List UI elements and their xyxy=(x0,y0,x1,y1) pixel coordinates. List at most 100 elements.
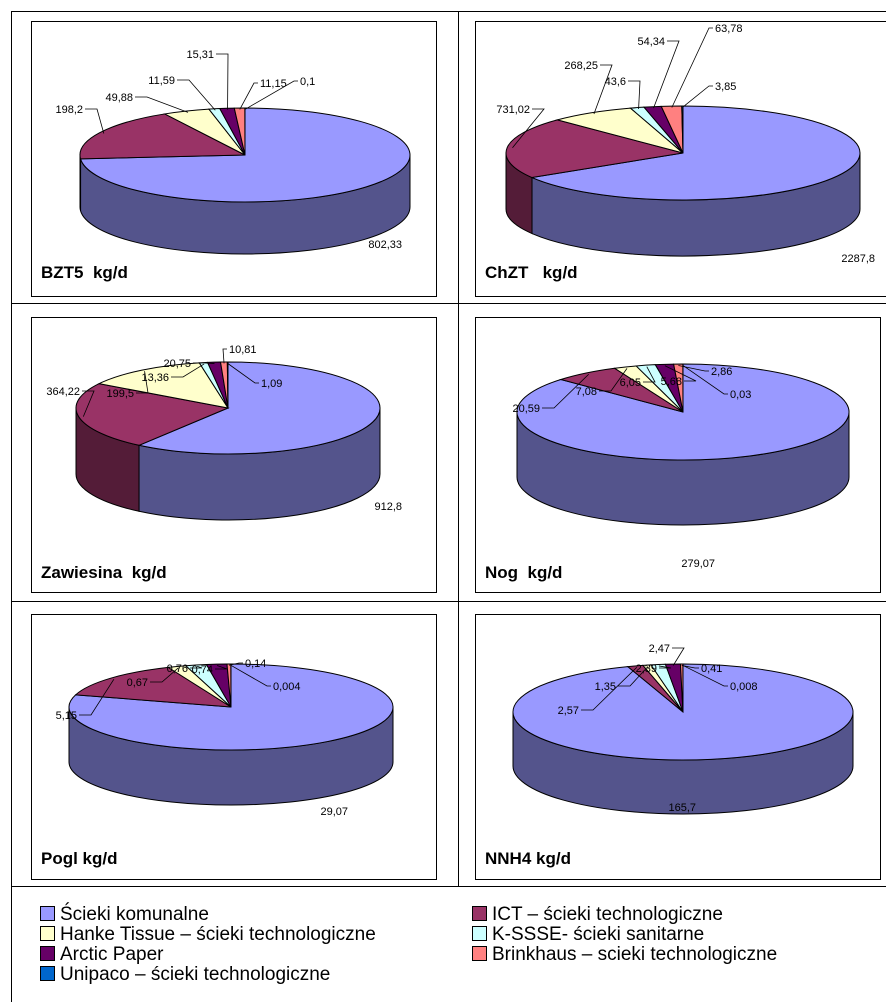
data-label-unipaco: 3,85 xyxy=(715,81,736,93)
leader-line-arctic xyxy=(672,647,685,666)
data-label-hanke: 1,35 xyxy=(595,681,616,693)
data-label-brinkhaus: 11,15 xyxy=(260,78,287,90)
legend-label: Unipaco – ścieki technologiczne xyxy=(60,964,331,985)
legend-item-komunalne: Ścieki komunalne xyxy=(40,904,209,926)
data-label-komunalne: 29,07 xyxy=(320,806,348,818)
pie-chart-3: 279,07 20,59 7,08 6,05 5,68 2,86 0,03 xyxy=(512,363,850,570)
data-label-brinkhaus: 10,81 xyxy=(229,344,257,356)
leader-line-brinkhaus xyxy=(222,348,227,364)
pie-slice-komunalne xyxy=(137,361,381,455)
grid-line-row-2 xyxy=(11,601,886,602)
data-label-ict: 198,2 xyxy=(55,104,83,116)
data-label-brinkhaus: 63,78 xyxy=(715,23,743,35)
data-label-hanke: 268,25 xyxy=(564,60,598,72)
data-label-komunalne: 2287,8 xyxy=(841,253,875,265)
leader-line-ksse xyxy=(628,80,641,109)
pie-slice-unipaco xyxy=(226,361,229,409)
legend-swatch-unipaco xyxy=(40,966,55,981)
data-label-arctic: 54,34 xyxy=(637,36,665,48)
leader-line-ict xyxy=(82,390,95,417)
legend-item-hanke: Hanke Tissue – ścieki technologiczne xyxy=(40,924,376,946)
legend-item-brinkhaus: Brinkhaus – scieki technologiczne xyxy=(472,944,777,966)
legend-item-unipaco: Unipaco – ścieki technologiczne xyxy=(40,964,330,986)
data-label-unipaco: 0,03 xyxy=(730,389,751,401)
pie-slice-ict xyxy=(505,119,684,179)
grid-line-left xyxy=(11,11,12,1002)
leader-line-unipaco xyxy=(682,665,728,687)
chart-title-nog: Nog kg/d xyxy=(485,563,563,582)
leader-line-unipaco xyxy=(682,365,728,395)
legend-swatch-arctic xyxy=(40,946,55,961)
leader-line-brinkhaus xyxy=(678,365,709,372)
data-label-komunalne: 912,8 xyxy=(374,501,402,513)
data-label-hanke: 7,08 xyxy=(576,386,597,398)
leader-line-brinkhaus xyxy=(671,27,713,108)
pie-slice-komunalne xyxy=(530,105,861,201)
legend-swatch-komunalne xyxy=(40,906,55,921)
legend-swatch-brinkhaus xyxy=(472,946,487,961)
data-label-ict: 731,02 xyxy=(496,104,530,116)
leader-line-hanke xyxy=(136,371,149,394)
leader-line-brinkhaus xyxy=(228,662,243,666)
data-label-arctic: 5,68 xyxy=(661,376,682,388)
leader-line-hanke xyxy=(135,96,189,113)
grid-line-top xyxy=(11,11,886,12)
leader-line-unipaco xyxy=(244,80,298,110)
data-label-arctic: 15,31 xyxy=(186,49,214,61)
data-label-hanke: 199,5 xyxy=(106,388,134,400)
pie-chart-4: 29,07 5,15 0,67 0,76 0,74 0,14 0,004 xyxy=(56,658,394,818)
leader-line-ict xyxy=(79,678,115,716)
legend-label: K-SSSE- ścieki sanitarne xyxy=(492,924,705,945)
legend-label: ICT – ścieki technologiczne xyxy=(492,904,723,925)
leader-line-arctic xyxy=(664,365,697,382)
leader-line-hanke xyxy=(599,368,628,392)
data-label-unipaco: 0,004 xyxy=(273,681,301,693)
leader-line-arctic xyxy=(653,40,680,109)
leader-line-arctic xyxy=(215,665,228,670)
leader-line-hanke xyxy=(618,666,649,687)
data-label-komunalne: 802,33 xyxy=(368,239,402,251)
data-label-ict: 364,22 xyxy=(46,386,80,398)
legend-item-ict: ICT – ścieki technologiczne xyxy=(472,904,723,926)
data-label-ict: 5,15 xyxy=(56,710,77,722)
data-label-ksse: 43,6 xyxy=(605,76,626,88)
data-label-ict: 20,59 xyxy=(512,403,540,415)
chart-title-zawiesina: Zawiesina kg/d xyxy=(41,563,167,582)
pie-chart-1: 2287,8 731,02 268,25 43,6 54,34 63,78 3,85 xyxy=(496,23,875,265)
data-label-arctic: 0,74 xyxy=(192,664,213,676)
leader-line-unipaco xyxy=(230,664,271,687)
data-label-brinkhaus: 0,41 xyxy=(701,663,722,675)
leader-line-ksse xyxy=(171,363,205,378)
leader-line-brinkhaus xyxy=(681,665,699,669)
data-label-unipaco: 0,008 xyxy=(730,681,758,693)
data-label-ksse: 11,59 xyxy=(148,75,175,87)
pie-slice-ict xyxy=(75,383,230,446)
data-label-arctic: 20,75 xyxy=(163,358,191,370)
leader-line-ksse xyxy=(190,665,203,669)
pie-side-ict xyxy=(79,154,82,211)
data-label-ksse: 0,76 xyxy=(167,663,188,675)
leader-line-ksse xyxy=(658,665,672,669)
chart-title-nnh4: NNH4 kg/d xyxy=(485,849,571,868)
grid-line-middle xyxy=(458,11,459,886)
leader-line-ict xyxy=(542,373,589,409)
legend-swatch-ict xyxy=(472,906,487,921)
data-label-brinkhaus: 2,86 xyxy=(711,366,732,378)
leader-line-ksse xyxy=(643,366,656,383)
chart-title-bzt5: BZT5 kg/d xyxy=(41,263,128,282)
pie-slice-unipaco xyxy=(681,105,684,154)
data-label-komunalne: 279,07 xyxy=(681,558,715,570)
data-label-ksse: 2,39 xyxy=(636,663,657,675)
data-label-unipaco: 1,09 xyxy=(261,378,282,390)
grid-line-row-1 xyxy=(11,303,886,304)
leader-line-hanke xyxy=(150,667,179,683)
data-label-hanke: 49,88 xyxy=(105,92,133,104)
pie-chart-0: 802,33 198,2 49,88 11,59 15,31 11,15 0,1 xyxy=(55,49,411,255)
data-label-arctic: 2,47 xyxy=(649,643,670,655)
legend-label: Brinkhaus – scieki technologiczne xyxy=(492,944,778,965)
data-label-brinkhaus: 0,14 xyxy=(245,658,266,670)
leader-line-ksse xyxy=(177,79,216,111)
legend-label: Ścieki komunalne xyxy=(60,904,209,925)
